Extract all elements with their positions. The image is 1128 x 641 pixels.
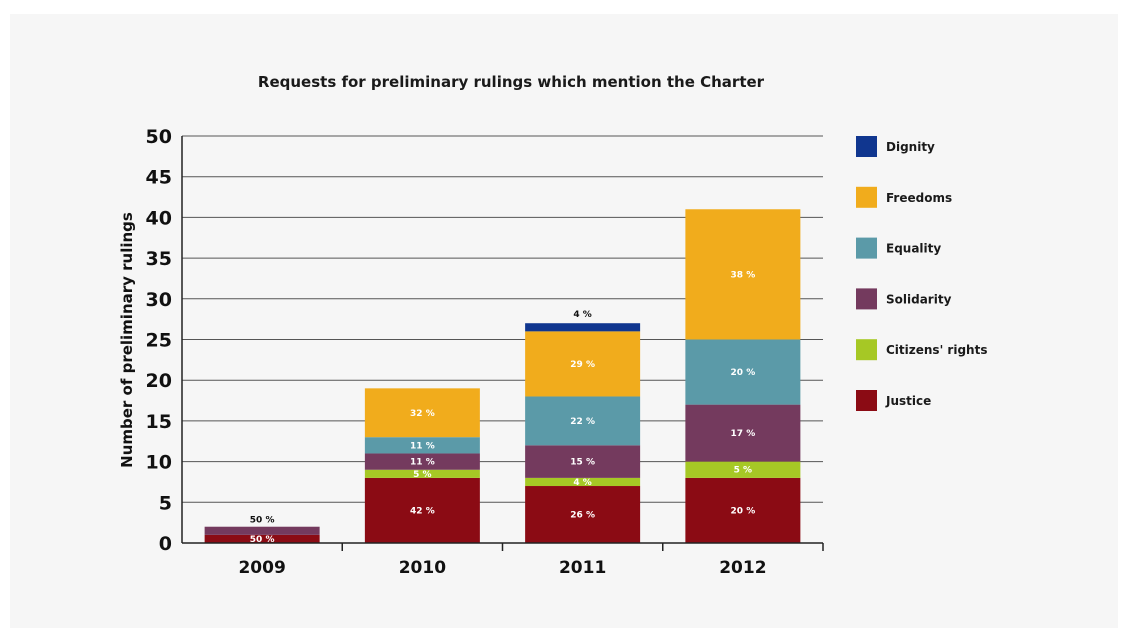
bar-segment-justice-2010 [364,477,480,543]
bar-segment-justice-2012 [685,477,801,543]
legend-swatch-equality [856,237,877,259]
data-label: 15 % [570,458,595,468]
legend: Dignity Freedoms Equality Solidarity Citizen… [856,136,987,411]
bar-segment-solidarity-2012 [685,404,801,462]
legend-swatch-citizens-rights [856,339,877,361]
bar-segment-solidarity-2009 [204,526,320,535]
x-tick-label: 2009 [238,558,285,578]
legend-swatch-solidarity [856,288,877,310]
bar-segment-citizens-rights-2011 [525,477,641,487]
bar-segment-equality-2012 [685,339,801,405]
y-tick-label: 50 [146,126,172,148]
y-tick-label: 30 [146,289,172,311]
data-label: 20 % [731,506,756,516]
data-label: 22 % [570,417,595,427]
y-tick-label: 25 [146,330,172,352]
bar-segment-citizens-rights-2012 [685,461,801,478]
legend-label-justice: Justice [885,394,931,408]
y-tick-label: 0 [159,533,172,555]
y-tick-label: 40 [146,207,172,229]
bar-segment-justice-2011 [525,486,641,543]
x-tick-label: 2010 [399,558,446,578]
data-label: 5 % [413,470,431,480]
bar-segment-freedoms-2010 [364,388,480,438]
legend-label-equality: Equality [886,242,941,256]
x-tick-label: 2012 [719,558,766,578]
bar-segment-citizens-rights-2010 [364,469,480,478]
legend-swatch-justice [856,390,877,411]
data-label: 4 % [573,310,591,320]
data-label: 5 % [734,466,752,476]
y-axis-label: Number of preliminary rulings [118,212,136,468]
legend-label-solidarity: Solidarity [886,292,952,306]
x-tick-label: 2011 [559,558,606,578]
bar-segment-equality-2011 [525,396,641,446]
bars: 50 % 50 % 42 % 5 % 11 % 11 % 32 % 26 % 4 % 15 % 22… [204,209,801,545]
bar-segment-freedoms-2011 [525,331,641,397]
data-label: 11 % [410,441,435,451]
data-label: 17 % [731,429,756,439]
data-label: 38 % [731,270,756,280]
data-label: 42 % [410,506,435,516]
legend-swatch-dignity [856,136,877,157]
y-tick-label: 5 [159,492,172,514]
legend-label-freedoms: Freedoms [886,191,952,205]
data-label: 20 % [731,368,756,378]
bar-segment-equality-2010 [364,437,480,454]
data-label: 26 % [570,511,595,521]
data-label: 4 % [573,478,591,488]
bar-segment-justice-2009 [204,534,320,543]
data-label: 32 % [410,409,435,419]
bar-segment-freedoms-2012 [685,209,801,340]
data-label: 50 % [250,516,275,526]
legend-label-dignity: Dignity [886,140,935,154]
chart-title: Requests for preliminary rulings which m… [258,73,765,91]
data-label: 29 % [570,360,595,370]
bar-segment-dignity-2011 [525,323,641,332]
legend-label-citizens-rights: Citizens' rights [886,343,987,357]
data-label: 50 % [250,535,275,545]
legend-swatch-freedoms [856,186,877,208]
y-tick-label: 15 [146,411,172,433]
y-tick-label: 35 [146,248,172,270]
data-label: 11 % [410,458,435,468]
bar-segment-solidarity-2011 [525,445,641,478]
axes: 0 5 10 15 20 25 30 35 40 45 50 2009 2010 2011 2012 [146,126,824,578]
y-tick-label: 20 [146,370,172,392]
bar-segment-solidarity-2010 [364,453,480,470]
y-tick-label: 10 [146,452,172,474]
y-tick-label: 45 [146,167,172,189]
